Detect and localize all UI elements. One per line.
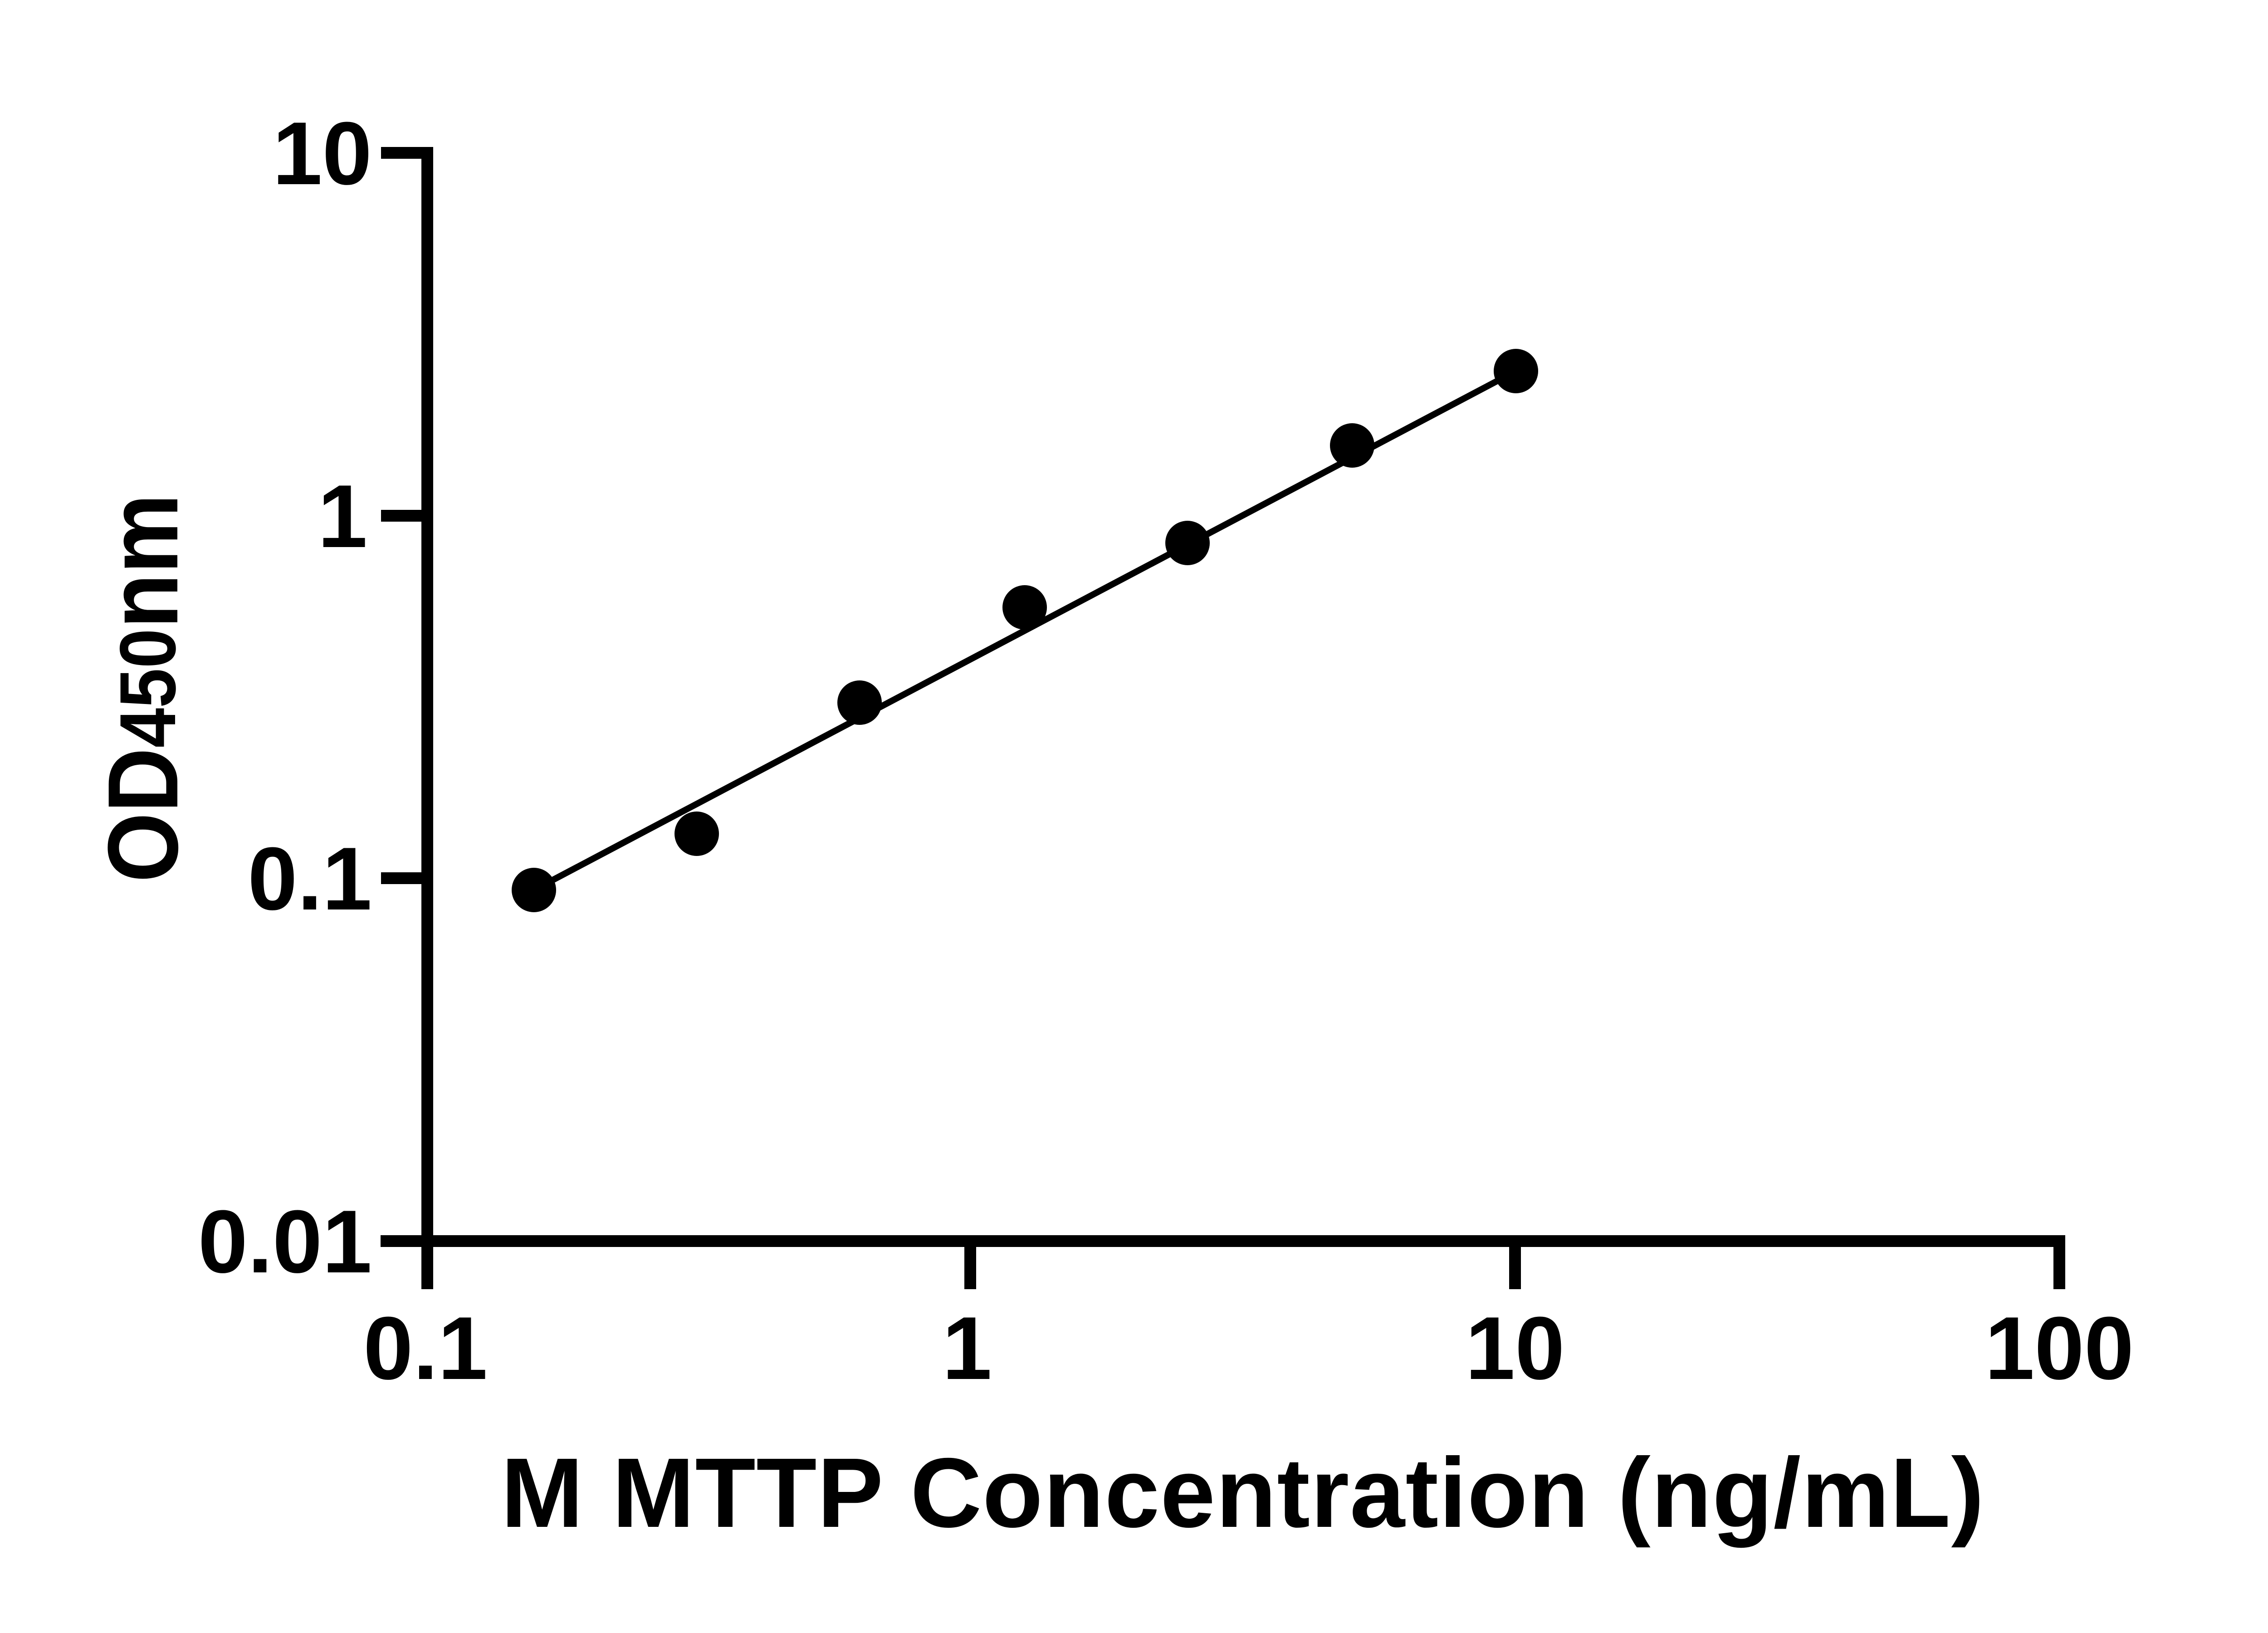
svg-text:10: 10 xyxy=(1465,1298,1564,1398)
svg-text:10: 10 xyxy=(273,103,372,203)
svg-text:100: 100 xyxy=(1985,1298,2134,1398)
svg-text:1: 1 xyxy=(942,1298,992,1398)
svg-text:OD450nm: OD450nm xyxy=(88,494,199,883)
svg-text:1: 1 xyxy=(318,466,367,566)
svg-text:0.1: 0.1 xyxy=(248,829,372,929)
svg-text:0.01: 0.01 xyxy=(198,1192,372,1291)
svg-text:0.1: 0.1 xyxy=(363,1298,488,1398)
svg-text:M MTTP Concentration (ng/mL): M MTTP Concentration (ng/mL) xyxy=(501,1438,1984,1548)
